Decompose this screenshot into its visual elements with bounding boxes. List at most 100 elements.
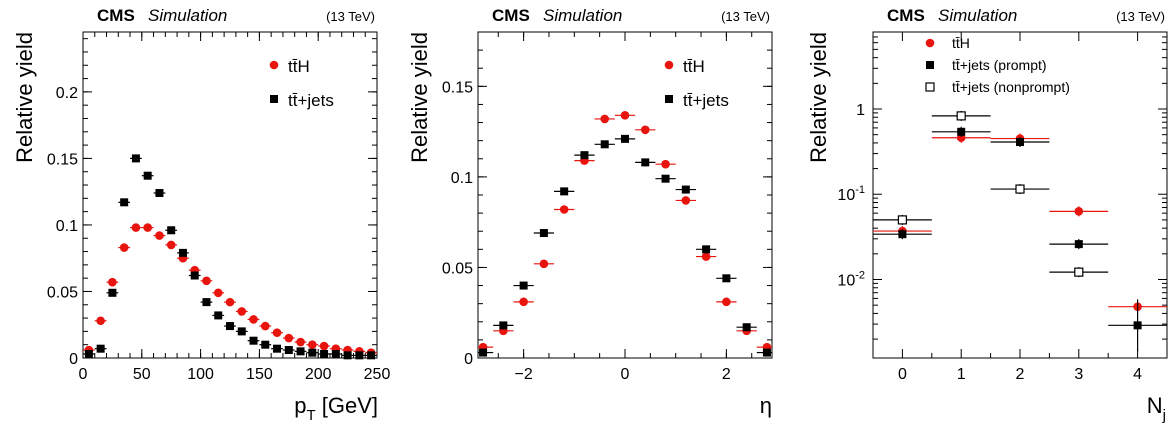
- panel-3: 0 1 2 3 4 10-2 10-1 1 CMS Simulation (13 TeV) Relat…: [806, 6, 1168, 424]
- data-point: [284, 333, 294, 343]
- data-point: [661, 159, 670, 169]
- data-point: [367, 351, 376, 360]
- cms-label: CMS: [492, 6, 530, 25]
- data-point: [641, 158, 650, 167]
- x-tick-label: 150: [246, 366, 273, 383]
- data-point: [898, 230, 907, 239]
- data-point: [499, 321, 508, 330]
- x-axis: −2 0 2: [497, 32, 753, 383]
- legend-label: tt̄H: [683, 57, 705, 76]
- data-point: [119, 243, 129, 252]
- data-point: [1074, 267, 1084, 277]
- series-square: [873, 126, 1167, 352]
- y-tick-label: 1: [856, 102, 865, 119]
- data-point: [702, 245, 711, 254]
- y-tick-label: 0.15: [47, 151, 78, 168]
- y-axis-label: Relative yield: [12, 32, 37, 163]
- y-axis: 0 0.05 0.1 0.15 0.2: [47, 38, 377, 368]
- legend: tt̄H tt̄+jets: [269, 57, 334, 110]
- data-point: [308, 340, 317, 349]
- data-point: [284, 346, 293, 355]
- data-point: [519, 297, 528, 307]
- data-point: [131, 154, 140, 163]
- x-axis-label: η: [760, 393, 772, 418]
- data-point: [273, 344, 282, 353]
- series-square: [478, 134, 772, 357]
- x-axis-label: pT [GeV]: [294, 393, 378, 424]
- cms-header: CMS Simulation (13 TeV): [887, 6, 1165, 25]
- data-point: [237, 307, 247, 316]
- y-tick-label: 0: [464, 351, 473, 368]
- y-tick-label: 0: [69, 351, 78, 368]
- series-circle: [873, 132, 1167, 312]
- data-point: [108, 288, 117, 297]
- data-point: [681, 185, 690, 194]
- simulation-label: Simulation: [938, 6, 1017, 25]
- data-point: [701, 252, 711, 261]
- data-point: [131, 223, 141, 232]
- data-point: [539, 229, 548, 238]
- energy-label: (13 TeV): [721, 9, 770, 24]
- y-tick-label: 10-1: [837, 184, 865, 204]
- legend-label: tt̄H: [952, 35, 970, 51]
- legend-label: tt̄+jets (nonprompt): [952, 79, 1070, 95]
- data-point: [108, 277, 117, 287]
- data-point: [1074, 207, 1084, 216]
- data-point: [178, 248, 187, 257]
- y-axis: 10-2 10-1 1: [837, 31, 1167, 340]
- y-tick-label: 0.15: [442, 79, 473, 96]
- cms-label: CMS: [887, 6, 925, 25]
- data-point: [681, 196, 691, 205]
- series-open-square: [873, 110, 1109, 278]
- data-point: [143, 223, 152, 232]
- legend-marker-open-square: [925, 82, 935, 92]
- data-point: [640, 125, 650, 135]
- plot-frame: [477, 31, 773, 359]
- x-tick-label: −2: [514, 366, 532, 383]
- data-point: [621, 134, 629, 143]
- data-point: [249, 315, 258, 324]
- data-point: [214, 311, 223, 320]
- legend-label: tt̄+jets (prompt): [952, 57, 1047, 73]
- y-tick-label: 10-2: [837, 269, 865, 289]
- legend: tt̄H tt̄+jets: [664, 57, 729, 110]
- x-tick-label: 2: [722, 366, 731, 383]
- data-point: [479, 348, 488, 357]
- data-point: [296, 347, 305, 356]
- x-tick-label: 0: [898, 366, 907, 383]
- data-point: [957, 127, 966, 136]
- x-tick-label: 0: [79, 366, 88, 383]
- data-point: [166, 240, 176, 250]
- y-tick-label: 0.1: [56, 218, 78, 235]
- data-point: [272, 328, 282, 338]
- data-point: [96, 316, 105, 326]
- data-point: [319, 341, 329, 351]
- y-tick-label: 0.05: [47, 284, 78, 301]
- data-point: [620, 111, 630, 120]
- legend-marker-square: [926, 61, 934, 69]
- data-point: [762, 348, 771, 357]
- x-tick-label: 50: [133, 366, 151, 383]
- data-point: [580, 151, 589, 160]
- data-point: [226, 322, 234, 331]
- data-point: [722, 297, 731, 307]
- x-tick-label: 250: [364, 366, 391, 383]
- x-axis-label: Nj: [1147, 393, 1166, 424]
- simulation-label: Simulation: [543, 6, 622, 25]
- data-point: [1015, 184, 1025, 194]
- data-point: [202, 276, 211, 286]
- y-axis-label: Relative yield: [806, 32, 831, 163]
- series-circle: [83, 223, 377, 357]
- data-point: [96, 344, 105, 353]
- data-point: [249, 336, 258, 345]
- data-point: [155, 189, 164, 198]
- x-axis: 0 50 100 150 200 250: [79, 32, 391, 383]
- data-point: [560, 187, 569, 196]
- data-point: [167, 226, 176, 235]
- y-axis-label: Relative yield: [407, 32, 432, 163]
- y-tick-label: 0.1: [451, 170, 473, 187]
- legend: tt̄H tt̄+jets (prompt) tt̄+jets (nonprompt…: [925, 35, 1070, 95]
- x-tick-label: 200: [305, 366, 332, 383]
- legend-marker-circle: [269, 60, 279, 70]
- data-point: [742, 323, 751, 332]
